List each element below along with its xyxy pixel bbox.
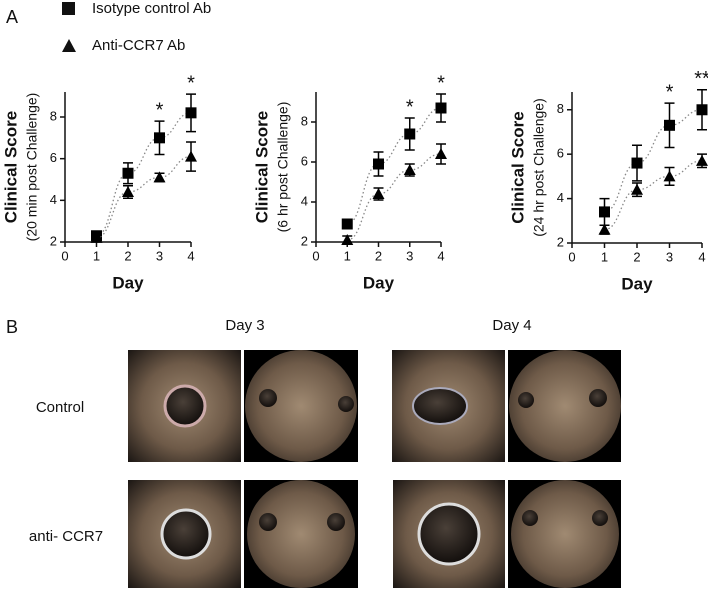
marker <box>598 223 611 235</box>
marker <box>372 188 385 199</box>
marker <box>435 148 447 159</box>
y-tick-label: 2 <box>557 234 564 249</box>
marker <box>154 132 165 144</box>
x-tick-label: 3 <box>156 248 163 263</box>
y-axis-label: Clinical Score <box>1 111 20 223</box>
chart: 2 4 6 8 0 1 2 3 4 Day Clinical Score (6 hr post Cha… <box>252 72 447 292</box>
marker <box>435 102 447 114</box>
marker <box>341 218 353 230</box>
x-tick-label: 4 <box>698 249 705 264</box>
x-tick-label: 4 <box>187 248 194 263</box>
marker <box>599 206 610 218</box>
marker <box>696 154 708 166</box>
y-tick-label: 4 <box>557 190 564 205</box>
row-label: anti- CCR7 <box>29 528 103 545</box>
legend-entry: Anti-CCR7 Ab <box>92 37 185 54</box>
marker <box>663 170 676 182</box>
marker <box>90 231 103 243</box>
column-label: Day 3 <box>225 317 264 334</box>
photo <box>392 350 505 462</box>
marker <box>403 164 416 175</box>
photo <box>508 350 621 462</box>
photo <box>244 350 358 462</box>
significance-label: * <box>187 72 195 94</box>
significance-label: * <box>406 96 414 118</box>
x-tick-label: 2 <box>124 248 131 263</box>
trend-line <box>96 155 192 239</box>
chart: 2 4 6 8 0 1 2 3 4 Day Clinical Score (24 hr post Ch… <box>508 68 708 293</box>
x-axis-label: Day <box>112 273 144 292</box>
y-tick-label: 8 <box>301 113 308 128</box>
marker <box>122 167 134 179</box>
y-tick-label: 2 <box>50 233 57 248</box>
legend-marker <box>62 39 76 52</box>
y-axis-sublabel: (20 min post Challenge) <box>24 93 40 242</box>
y-axis-label: Clinical Score <box>252 111 271 223</box>
marker <box>341 234 354 245</box>
photo <box>508 480 621 588</box>
y-axis-label: Clinical Score <box>508 111 527 223</box>
y-tick-label: 6 <box>557 146 564 161</box>
photo <box>244 480 358 588</box>
y-tick-label: 4 <box>50 192 57 207</box>
chart: 2 4 6 8 0 1 2 3 4 Day Clinical Score (20 min post C… <box>1 72 197 292</box>
legend-entry: Isotype control Ab <box>92 0 211 17</box>
y-tick-label: 6 <box>301 153 308 168</box>
marker <box>122 186 134 197</box>
photo-grid <box>128 350 621 588</box>
photo <box>128 350 241 462</box>
x-tick-label: 2 <box>633 249 640 264</box>
x-tick-label: 3 <box>406 248 413 263</box>
significance-label: * <box>666 81 674 103</box>
marker <box>153 171 166 183</box>
y-tick-label: 4 <box>301 193 308 208</box>
x-tick-label: 1 <box>93 248 100 263</box>
x-tick-label: 0 <box>568 249 575 264</box>
y-tick-label: 2 <box>301 233 308 248</box>
y-tick-label: 8 <box>557 101 564 116</box>
trend-line <box>604 109 703 213</box>
photo <box>393 480 505 588</box>
marker <box>631 183 643 195</box>
x-tick-label: 2 <box>375 248 382 263</box>
marker <box>185 107 197 119</box>
trend-line <box>347 153 442 241</box>
marker <box>664 119 675 131</box>
trend-line <box>604 160 703 231</box>
marker <box>696 104 708 116</box>
significance-label: * <box>437 72 445 94</box>
row-label: Control <box>36 399 84 416</box>
x-tick-label: 0 <box>61 248 68 263</box>
x-tick-label: 3 <box>666 249 673 264</box>
x-tick-label: 1 <box>344 248 351 263</box>
y-axis-sublabel: (6 hr post Challenge) <box>275 102 291 233</box>
y-tick-label: 8 <box>50 108 57 123</box>
marker <box>631 157 643 169</box>
significance-label: * <box>156 99 164 121</box>
marker <box>373 158 384 170</box>
significance-label: ** <box>694 68 708 90</box>
y-tick-label: 6 <box>50 150 57 165</box>
trend-line <box>347 107 442 225</box>
x-axis-label: Day <box>621 274 653 293</box>
y-axis-sublabel: (24 hr post Challenge) <box>531 98 547 237</box>
x-tick-label: 0 <box>312 248 319 263</box>
marker <box>404 128 416 140</box>
x-tick-label: 4 <box>437 248 444 263</box>
legend-marker <box>62 2 75 15</box>
marker <box>185 150 197 162</box>
x-tick-label: 1 <box>601 249 608 264</box>
x-axis-label: Day <box>363 273 395 292</box>
panel-label: B <box>6 317 18 337</box>
trend-line <box>96 112 192 237</box>
photo <box>128 480 241 588</box>
panel-label: A <box>6 7 18 27</box>
column-label: Day 4 <box>492 317 531 334</box>
